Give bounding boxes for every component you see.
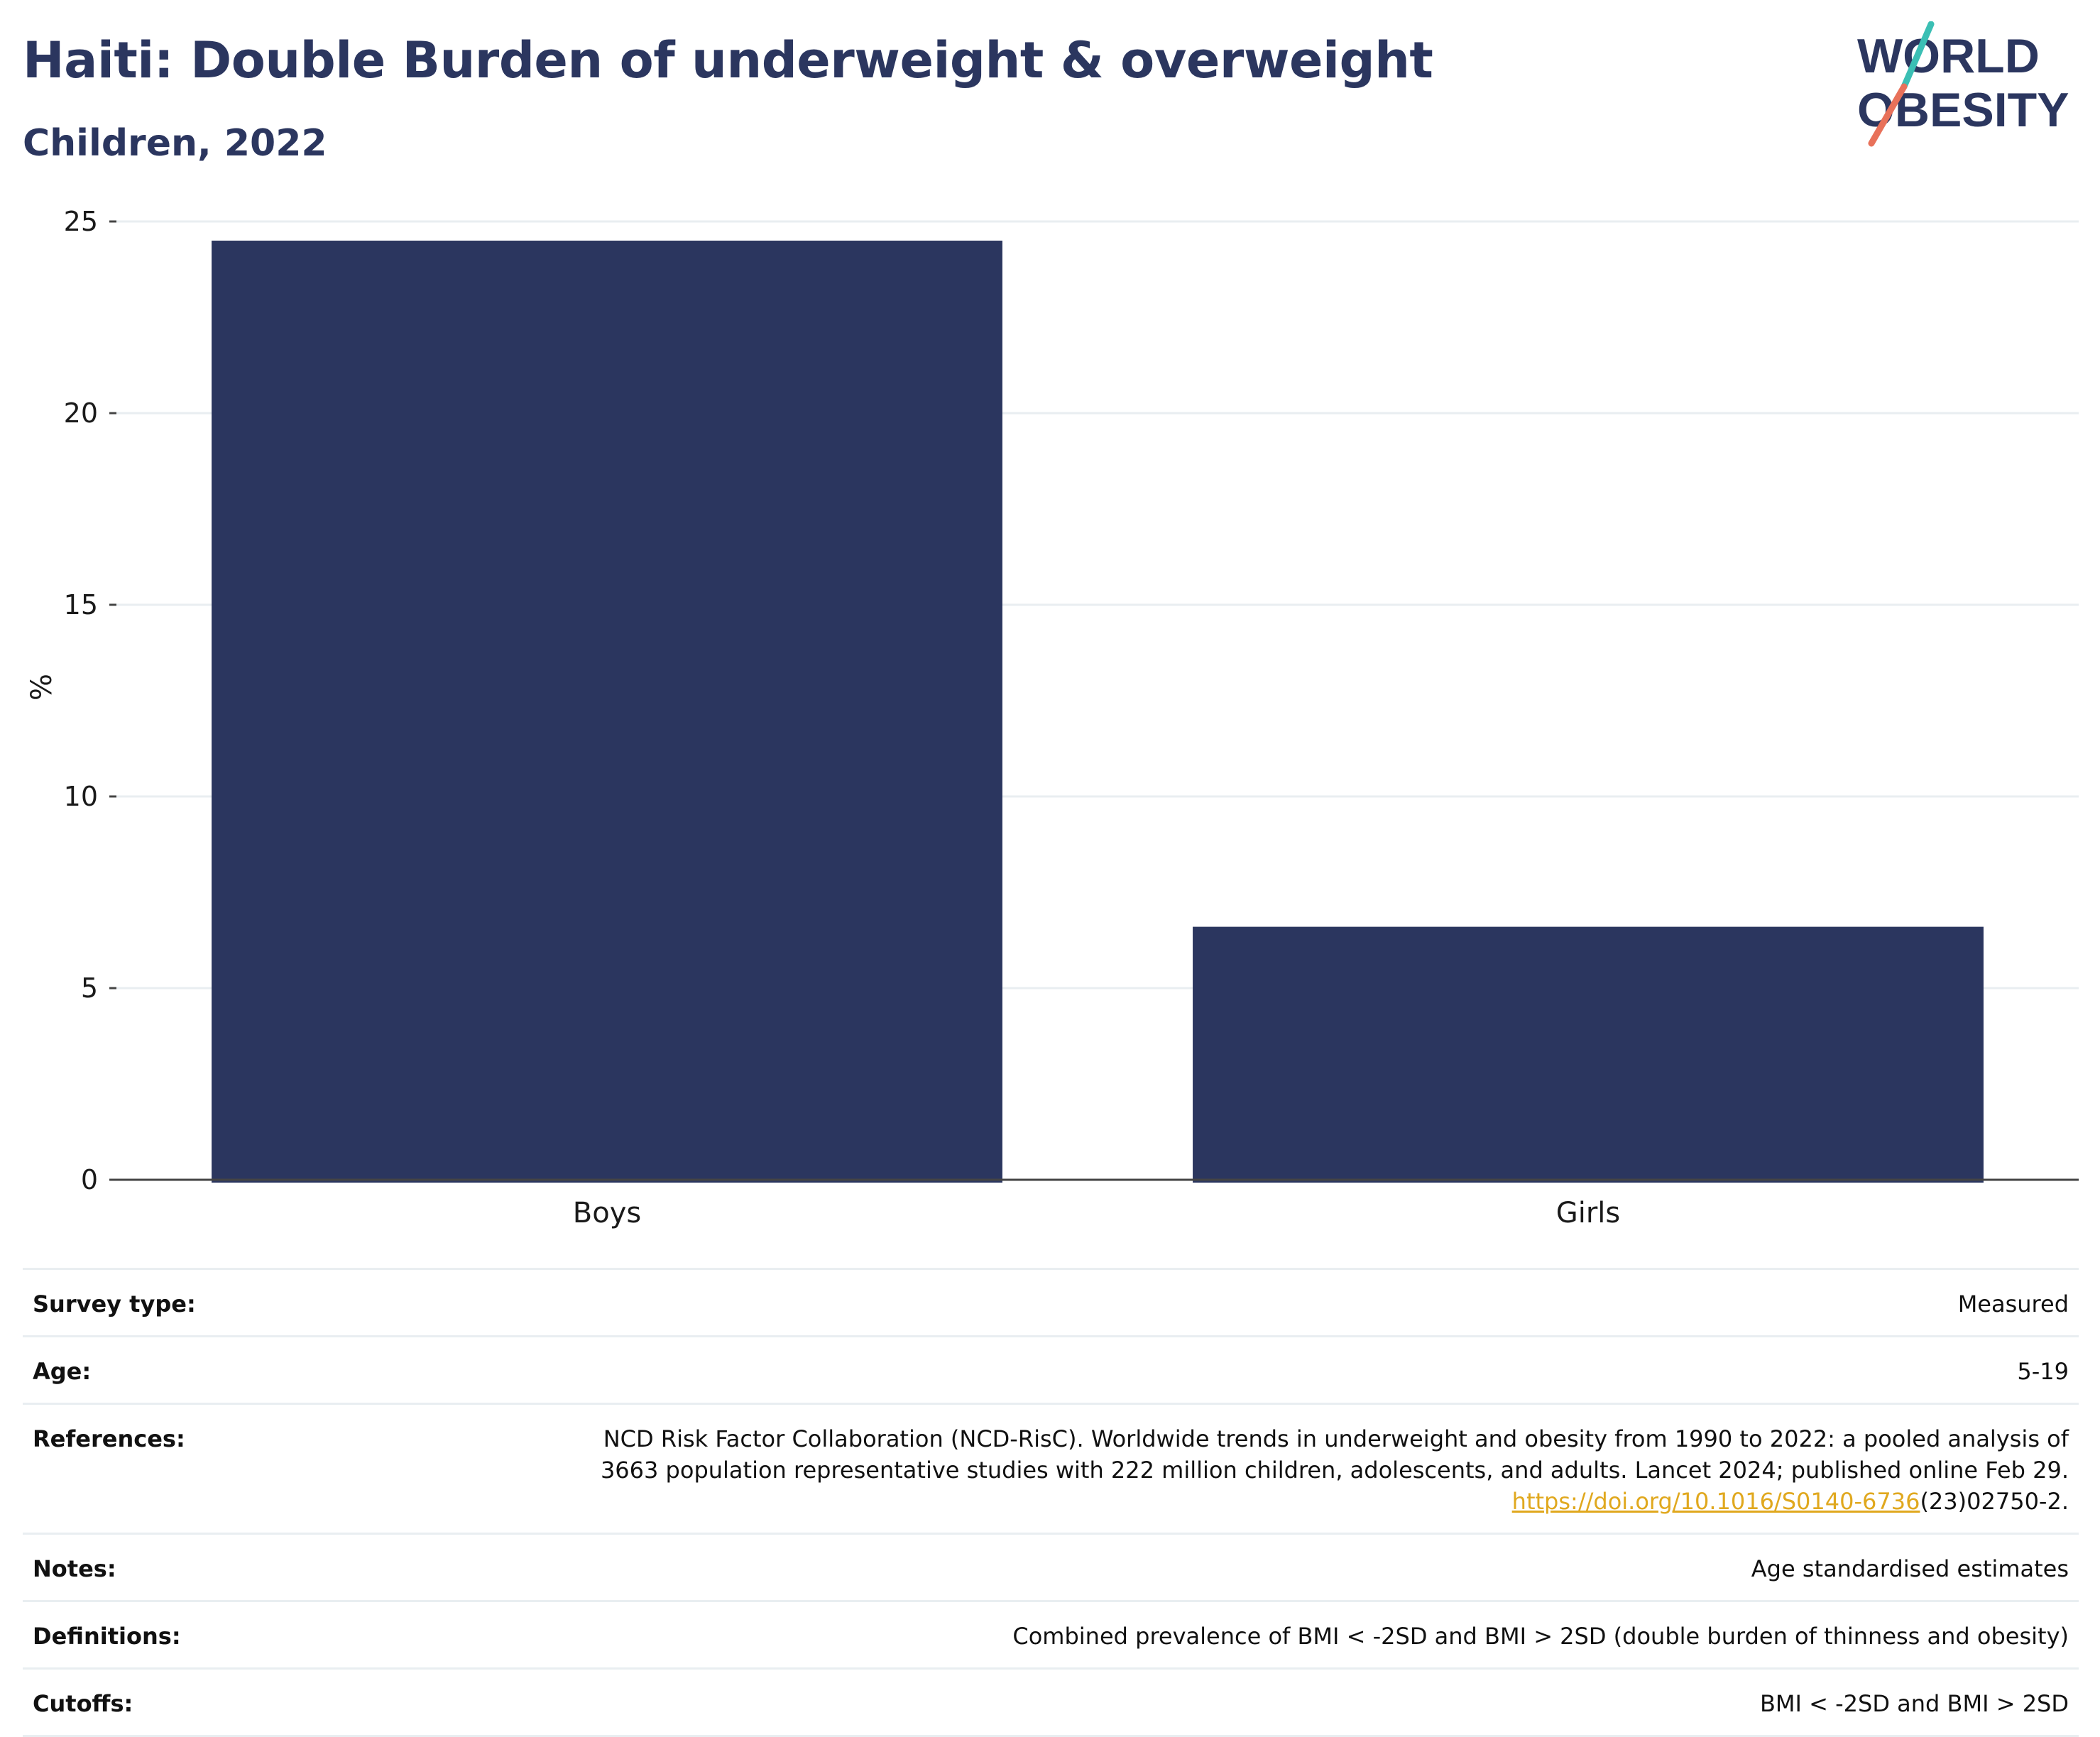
chart-title: Haiti: Double Burden of underweight & ov… [23,31,1433,89]
bar-boys [212,241,1002,1183]
y-tick-label-20: 20 [64,398,98,429]
reference-doi-suffix: (23)02750-2. [1920,1488,2069,1515]
meta-label-notes: Notes: [33,1555,116,1582]
y-tick-label-15: 15 [64,589,98,620]
x-tick-label-girls: Girls [1556,1197,1621,1229]
logo-slash-bottom [1868,83,1908,147]
meta-label-survey-type: Survey type: [33,1291,196,1317]
bars [212,241,1984,1183]
y-tick-label-5: 5 [81,972,98,1004]
meta-row-references: References: NCD Risk Factor Collaboratio… [23,1403,2079,1533]
x-tick-labels: Boys Girls [573,1197,1620,1229]
y-tick-labels: 0 5 10 15 20 25 [64,206,116,1195]
y-tick-label-25: 25 [64,206,98,237]
meta-value-references: NCD Risk Factor Collaboration (NCD-RisC)… [185,1423,2069,1517]
meta-row-definitions: Definitions: Combined prevalence of BMI … [23,1600,2079,1667]
meta-value-notes: Age standardised estimates [1751,1555,2069,1582]
meta-row-survey-type: Survey type: Measured [23,1268,2079,1335]
y-tick-label-10: 10 [64,781,98,812]
meta-value-definitions: Combined prevalence of BMI < -2SD and BM… [1012,1623,2069,1650]
logo-slash-top [1901,21,1935,90]
meta-label-references: References: [33,1425,185,1452]
meta-value-survey-type: Measured [1957,1291,2069,1317]
meta-label-age: Age: [33,1358,92,1385]
bar-girls [1193,926,1984,1183]
reference-doi-link[interactable]: https://doi.org/10.1016/S0140-6736 [1511,1488,1920,1515]
world-obesity-logo: WORLD OBESITY [1857,21,2069,147]
x-tick-label-boys: Boys [573,1197,641,1229]
meta-row-age: Age: 5-19 [23,1335,2079,1403]
meta-value-cutoffs: BMI < -2SD and BMI > 2SD [1759,1690,2069,1717]
y-axis-title: % [26,674,58,701]
meta-value-age: 5-19 [2017,1358,2069,1385]
bar-chart: 0 5 10 15 20 25 Boys Girls % [26,206,2079,1229]
meta-label-cutoffs: Cutoffs: [33,1690,133,1717]
reference-text-line-2: 3663 population representative studies w… [600,1457,2069,1484]
reference-text-line-1: NCD Risk Factor Collaboration (NCD-RisC)… [603,1425,2069,1452]
logo-text-world: WORLD [1857,29,2040,83]
meta-row-notes: Notes: Age standardised estimates [23,1533,2079,1600]
metadata-table: Survey type: Measured Age: 5-19 Referenc… [23,1268,2079,1737]
meta-row-cutoffs: Cutoffs: BMI < -2SD and BMI > 2SD [23,1667,2079,1737]
chart-subtitle: Children, 2022 [23,122,327,165]
y-tick-label-0: 0 [81,1164,98,1195]
meta-label-definitions: Definitions: [33,1623,181,1650]
